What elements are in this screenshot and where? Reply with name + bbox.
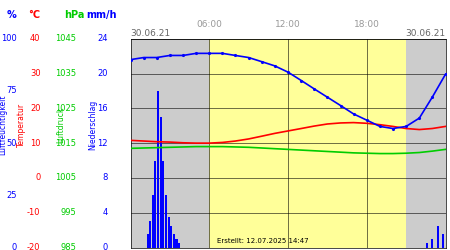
Text: 24: 24 bbox=[98, 34, 108, 43]
Text: 30.06.21: 30.06.21 bbox=[405, 28, 446, 38]
Text: 1035: 1035 bbox=[55, 69, 76, 78]
Text: %: % bbox=[6, 10, 16, 20]
Text: 4: 4 bbox=[103, 208, 108, 217]
Text: 0: 0 bbox=[12, 243, 17, 250]
Text: 995: 995 bbox=[61, 208, 77, 217]
Text: Temperatur: Temperatur bbox=[17, 103, 26, 147]
Text: hPa: hPa bbox=[64, 10, 85, 20]
Bar bbox=[170, 226, 172, 248]
Bar bbox=[149, 222, 152, 248]
Bar bbox=[406, 39, 446, 248]
Text: 18:00: 18:00 bbox=[354, 20, 380, 29]
Text: 20: 20 bbox=[98, 69, 108, 78]
Text: Niederschlag: Niederschlag bbox=[89, 100, 98, 150]
Text: 0: 0 bbox=[103, 243, 108, 250]
Bar bbox=[162, 160, 164, 248]
Text: 25: 25 bbox=[7, 191, 17, 200]
Text: 10: 10 bbox=[30, 138, 40, 147]
Text: 75: 75 bbox=[6, 86, 17, 96]
Bar bbox=[436, 226, 439, 248]
Bar bbox=[160, 117, 162, 248]
Bar bbox=[130, 39, 209, 248]
Bar bbox=[178, 243, 180, 248]
Text: 8: 8 bbox=[103, 174, 108, 182]
Text: Luftfeuchtigkeit: Luftfeuchtigkeit bbox=[0, 95, 7, 155]
Bar bbox=[442, 234, 444, 248]
Text: 1015: 1015 bbox=[55, 138, 76, 147]
Text: mm/h: mm/h bbox=[86, 10, 117, 20]
Text: 100: 100 bbox=[1, 34, 17, 43]
Text: Luftdruck: Luftdruck bbox=[56, 107, 65, 143]
Text: 985: 985 bbox=[61, 243, 77, 250]
Text: 30: 30 bbox=[30, 69, 40, 78]
Text: 20: 20 bbox=[30, 104, 40, 113]
Text: 16: 16 bbox=[97, 104, 108, 113]
Text: Erstellt: 12.07.2025 14:47: Erstellt: 12.07.2025 14:47 bbox=[217, 238, 309, 244]
Text: 40: 40 bbox=[30, 34, 40, 43]
Bar bbox=[209, 39, 406, 248]
Text: 1005: 1005 bbox=[55, 174, 76, 182]
Bar bbox=[165, 195, 167, 248]
Text: 50: 50 bbox=[7, 138, 17, 147]
Bar bbox=[431, 239, 433, 248]
Text: 1045: 1045 bbox=[55, 34, 76, 43]
Text: 12: 12 bbox=[98, 138, 108, 147]
Text: -20: -20 bbox=[27, 243, 40, 250]
Text: 06:00: 06:00 bbox=[196, 20, 222, 29]
Bar bbox=[426, 243, 428, 248]
Bar bbox=[173, 234, 175, 248]
Text: -10: -10 bbox=[27, 208, 40, 217]
Text: 30.06.21: 30.06.21 bbox=[130, 28, 171, 38]
Text: 0: 0 bbox=[35, 174, 40, 182]
Bar bbox=[157, 91, 159, 248]
Text: 1025: 1025 bbox=[55, 104, 76, 113]
Text: 12:00: 12:00 bbox=[275, 20, 301, 29]
Bar bbox=[176, 239, 178, 248]
Bar bbox=[154, 160, 157, 248]
Bar bbox=[152, 195, 154, 248]
Text: °C: °C bbox=[28, 10, 40, 20]
Bar bbox=[167, 217, 170, 248]
Bar bbox=[147, 234, 149, 248]
